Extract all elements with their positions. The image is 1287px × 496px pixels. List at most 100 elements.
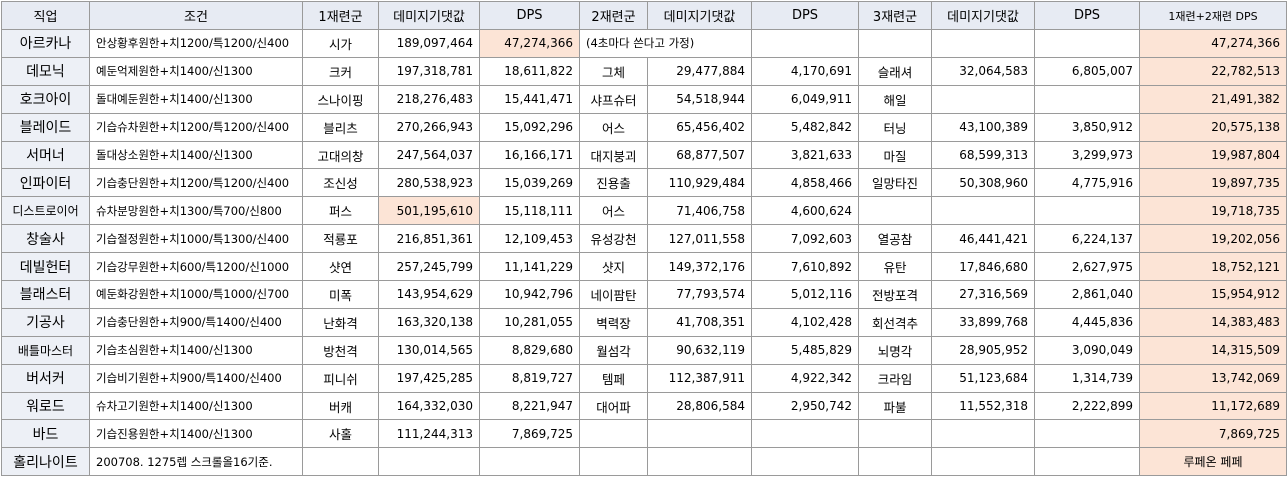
skill-3-cell: 열공참 [858,224,932,254]
skill-2-cell [579,447,648,477]
damage-1-cell: 197,425,285 [378,363,480,393]
damage-2-cell [647,447,752,477]
total-dps-cell: 20,575,138 [1139,112,1287,142]
condition-cell: 예둔화강원한+치1000/특1000/신700 [89,280,303,309]
table-row: 홀리나이트 200708. 1275렙 스크롤올16기준. 루페온 페페 [1,447,1287,477]
table-row: 창술사 기습절정원한+치1000/특1300/신400 적룡포 216,851,… [1,224,1287,254]
table-row: 데모닉 예둔억제원한+치1400/신1300 크커 197,318,781 18… [1,56,1287,86]
skill-3-cell [858,447,932,477]
dps-2-cell: 4,922,342 [751,363,859,393]
dps-3-cell: 6,805,007 [1034,56,1140,86]
damage-2-cell: 77,793,574 [647,280,752,309]
damage-2-cell: 68,877,507 [647,140,752,170]
skill-3-cell: 유탄 [858,252,932,282]
total-dps-cell: 21,491,382 [1139,84,1287,114]
damage-1-cell: 143,954,629 [378,280,480,309]
condition-cell: 기습절정원한+치1000/특1300/신400 [89,224,303,254]
total-dps-cell: 14,383,483 [1139,307,1287,337]
damage-1-cell: 164,332,030 [378,391,480,421]
damage-3-cell: 68,599,313 [931,140,1035,170]
job-cell: 창술사 [1,224,90,254]
dps-1-cell: 18,611,822 [479,56,580,86]
table-row: 블래스터 예둔화강원한+치1000/특1000/신700 미폭 143,954,… [1,280,1287,309]
dps-2-cell: 4,858,466 [751,168,859,198]
skill-3-cell: 해일 [858,84,932,114]
skill-3-cell [858,29,932,58]
damage-1-cell: 130,014,565 [378,335,480,365]
skill-3-cell: 슬래셔 [858,56,932,86]
skill-1-cell: 적룡포 [302,224,379,254]
header-condition: 조건 [89,1,303,30]
dps-3-cell: 4,775,916 [1034,168,1140,198]
skill-1-cell: 고대의창 [302,140,379,170]
damage-1-cell: 189,097,464 [378,29,480,58]
damage-3-cell: 27,316,569 [931,280,1035,309]
author-cell: 루페온 페페 [1139,447,1287,477]
header-skill-group-2: 2재련군 [579,1,648,30]
dps-2-cell: 4,102,428 [751,307,859,337]
condition-cell: 돌대예둔원한+치1400/신1300 [89,84,303,114]
dps-1-cell: 12,109,453 [479,224,580,254]
dps-1-cell: 15,441,471 [479,84,580,114]
damage-1-cell: 197,318,781 [378,56,480,86]
table-row: 데빌헌터 기습강무원한+치600/특1200/신1000 샷연 257,245,… [1,252,1287,282]
header-dps-1: DPS [479,1,580,30]
header-skill-group-3: 3재련군 [858,1,932,30]
condition-cell: 기습충단원한+치1200/특1200/신400 [89,168,303,198]
skill-2-cell: 어스 [579,112,648,142]
skill-1-cell: 난화격 [302,307,379,337]
dps-2-cell [751,29,859,58]
dps-2-cell: 4,170,691 [751,56,859,86]
dps-1-cell: 8,829,680 [479,335,580,365]
total-dps-cell: 47,274,366 [1139,29,1287,58]
dps-table: 직업 조건 1재련군 데미지기댓값 DPS 2재련군 데미지기댓값 DPS 3재… [1,1,1287,477]
skill-3-cell: 뇌명각 [858,335,932,365]
dps-3-cell: 3,090,049 [1034,335,1140,365]
job-cell: 배틀마스터 [1,335,90,365]
damage-1-cell: 216,851,361 [378,224,480,254]
dps-2-cell: 3,821,633 [751,140,859,170]
dps-1-cell: 7,869,725 [479,419,580,449]
header-dps-3: DPS [1034,1,1140,30]
total-dps-cell: 11,172,689 [1139,391,1287,421]
dps-1-cell: 15,092,296 [479,112,580,142]
skill-3-cell [858,196,932,226]
dps-3-cell: 3,850,912 [1034,112,1140,142]
header-skill-group-1: 1재련군 [302,1,379,30]
skill-2-cell: 대어파 [579,391,648,421]
dps-2-cell: 6,049,911 [751,84,859,114]
skill-2-cell: 샤프슈터 [579,84,648,114]
total-dps-cell: 19,718,735 [1139,196,1287,226]
condition-cell: 기습초심원한+치1400/신1300 [89,335,303,365]
skill-1-cell: 스나이핑 [302,84,379,114]
skill-1-cell: 방천격 [302,335,379,365]
skill-2-cell: 템페 [579,363,648,393]
damage-3-cell [931,84,1035,114]
header-damage-1: 데미지기댓값 [378,1,480,30]
skill-1-cell: 퍼스 [302,196,379,226]
condition-cell: 기습비기원한+치900/특1400/신400 [89,363,303,393]
damage-2-cell: 41,708,351 [647,307,752,337]
damage-1-cell: 270,266,943 [378,112,480,142]
job-cell: 기공사 [1,307,90,337]
damage-3-cell [931,29,1035,58]
condition-cell: 기습진용원한+치1400/신1300 [89,419,303,449]
table-row: 블레이드 기습슈차원한+치1200/특1200/신400 블리츠 270,266… [1,112,1287,142]
dps-3-cell [1034,419,1140,449]
damage-1-cell: 501,195,610 [378,196,480,226]
dps-2-cell: 7,092,603 [751,224,859,254]
dps-1-cell: 15,039,269 [479,168,580,198]
dps-1-cell [479,447,580,477]
damage-3-cell: 33,899,768 [931,307,1035,337]
damage-1-cell: 247,564,037 [378,140,480,170]
damage-1-cell: 280,538,923 [378,168,480,198]
damage-1-cell: 111,244,313 [378,419,480,449]
header-damage-3: 데미지기댓값 [931,1,1035,30]
table-row: 인파이터 기습충단원한+치1200/특1200/신400 조신성 280,538… [1,168,1287,198]
header-dps-2: DPS [751,1,859,30]
skill-1-cell: 블리츠 [302,112,379,142]
condition-cell: 안상황후원한+치1200/특1200/신400 [89,29,303,58]
condition-cell: 슈차고기원한+치1400/신1300 [89,391,303,421]
skill-1-cell: 피니쉬 [302,363,379,393]
skill-2-cell: 어스 [579,196,648,226]
